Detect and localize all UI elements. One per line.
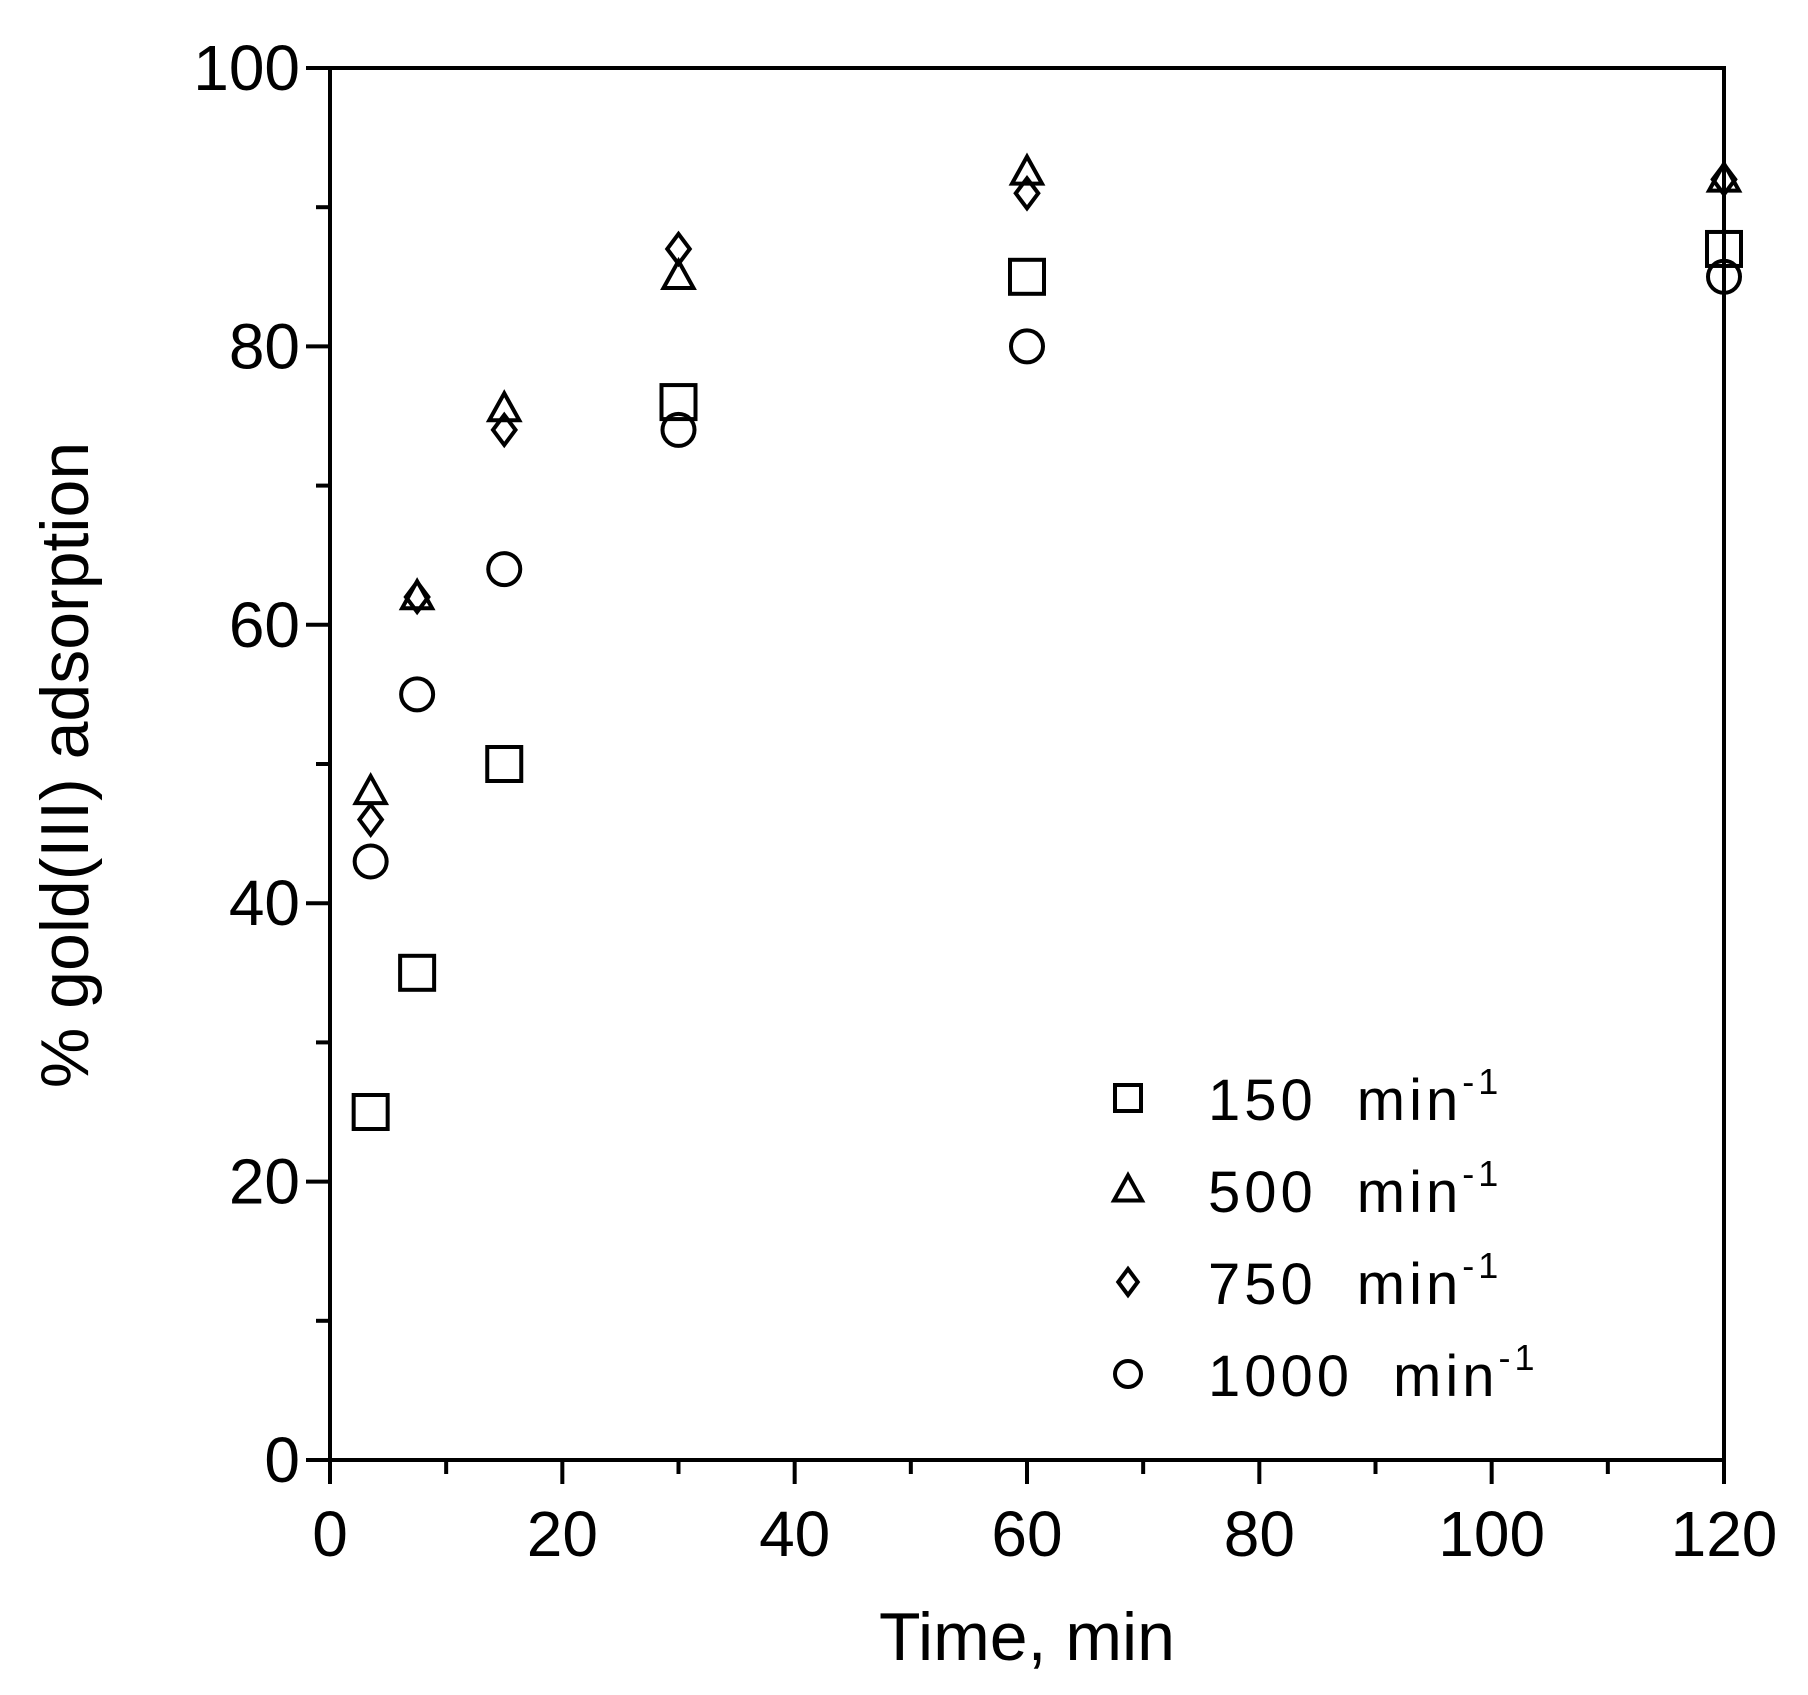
data-point-circle: [1706, 258, 1742, 295]
data-point-circle: [352, 843, 389, 880]
data-point-square: [485, 745, 524, 783]
legend-label: 750 min-1: [1208, 1245, 1502, 1317]
data-point-triangle: [660, 256, 697, 291]
data-point-diamond: [356, 801, 385, 839]
legend-marker-square: [1113, 1083, 1143, 1113]
legend-marker-diamond: [1115, 1265, 1141, 1299]
legend-value: 1000: [1208, 1344, 1353, 1409]
data-point-diamond: [1013, 174, 1041, 212]
data-point-circle: [660, 411, 697, 448]
legend-value: 150: [1208, 1068, 1317, 1133]
data-point-circle: [399, 676, 436, 713]
data-point-square: [398, 953, 437, 992]
data-point-square: [1008, 257, 1046, 296]
series-150: [351, 229, 1743, 1131]
x-axis-title: Time, min: [879, 1599, 1175, 1675]
legend-label: 500 min-1: [1208, 1153, 1502, 1225]
legend-exponent: -1: [1499, 1337, 1539, 1378]
x-tick-label: 100: [1438, 1498, 1545, 1570]
data-points: [351, 152, 1743, 1131]
x-axis: 0 20 40 60 80 100 120: [312, 1460, 1777, 1570]
legend-unit: min: [1393, 1344, 1498, 1409]
x-tick-label: 60: [991, 1498, 1062, 1570]
legend-item-500: 500 min-1: [1110, 1153, 1502, 1225]
y-tick-label: 60: [229, 589, 300, 661]
legend-exponent: -1: [1462, 1153, 1502, 1194]
data-point-triangle: [1008, 152, 1046, 186]
legend-exponent: -1: [1462, 1245, 1502, 1286]
data-point-square: [659, 383, 698, 422]
x-tick-label: 120: [1671, 1498, 1778, 1570]
legend-label: 150 min-1: [1208, 1061, 1502, 1133]
legend-exponent: -1: [1462, 1061, 1502, 1102]
legend-item-750: 750 min-1: [1115, 1245, 1502, 1317]
y-tick-label: 20: [229, 1146, 300, 1218]
plot-frame: [328, 66, 1726, 1462]
data-point-diamond: [403, 578, 431, 616]
legend-marker-triangle: [1110, 1171, 1146, 1203]
legend-unit: min: [1357, 1068, 1462, 1133]
data-point-square: [1705, 229, 1743, 268]
series-1000: [352, 258, 1742, 880]
series-500: [352, 152, 1743, 806]
data-point-triangle: [485, 389, 523, 423]
y-tick-label: 100: [193, 32, 300, 104]
y-tick-label: 40: [229, 867, 300, 939]
legend-item-150: 150 min-1: [1113, 1061, 1502, 1133]
legend-item-1000: 1000 min-1: [1113, 1337, 1539, 1409]
data-point-square: [351, 1093, 390, 1131]
y-axis-title: % gold(III) adsorption: [27, 442, 103, 1088]
y-tick-label: 80: [229, 310, 300, 382]
data-point-circle: [1009, 328, 1045, 365]
x-tick-label: 80: [1224, 1498, 1295, 1570]
x-tick-label: 40: [759, 1498, 830, 1570]
data-point-diamond: [664, 230, 693, 268]
legend-unit: min: [1357, 1160, 1462, 1225]
legend-value: 500: [1208, 1160, 1317, 1225]
legend-marker-circle: [1113, 1359, 1143, 1389]
x-tick-label: 0: [312, 1498, 348, 1570]
data-point-triangle: [352, 771, 390, 806]
data-point-circle: [486, 551, 523, 588]
data-point-diamond: [1710, 161, 1738, 198]
data-point-diamond: [490, 411, 518, 449]
y-axis: 0 20 40 60 80 100: [193, 32, 330, 1496]
series-750: [356, 161, 1738, 839]
legend-unit: min: [1357, 1252, 1462, 1317]
legend-label: 1000 min-1: [1208, 1337, 1539, 1409]
y-tick-label: 0: [264, 1424, 300, 1496]
legend-value: 750: [1208, 1252, 1317, 1317]
x-tick-label: 20: [527, 1498, 598, 1570]
